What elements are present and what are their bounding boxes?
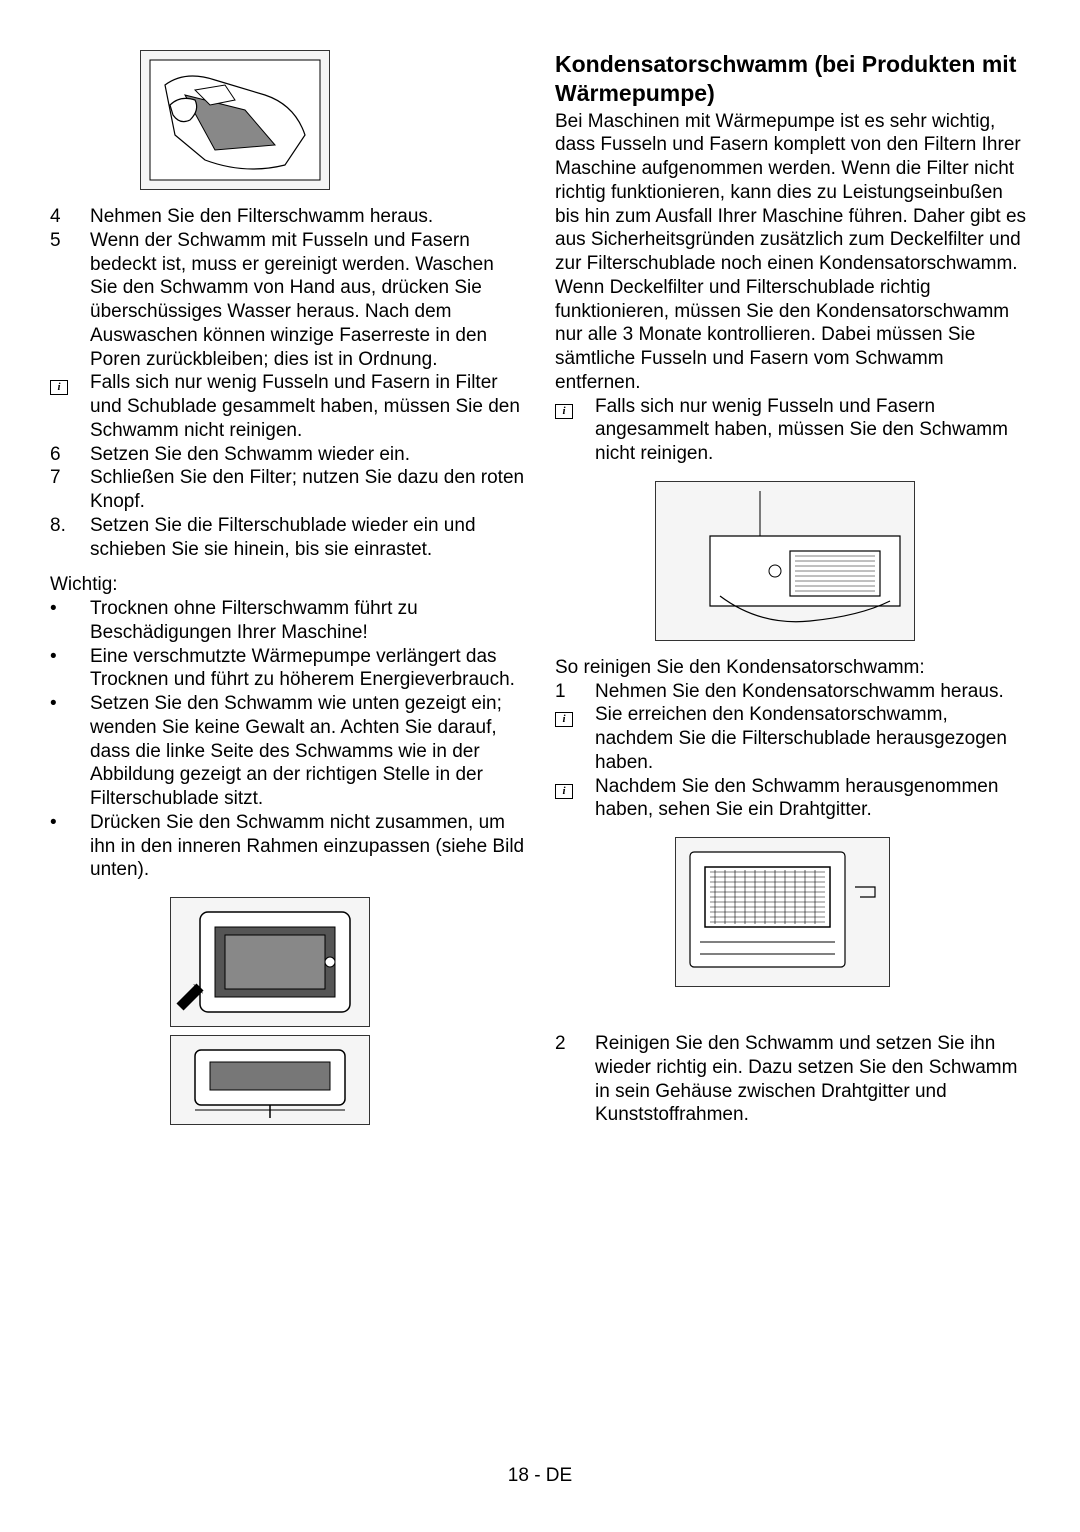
list-item-6: 6 Setzen Sie den Schwamm wieder ein.: [50, 443, 525, 467]
item-text: Schließen Sie den Filter; nutzen Sie daz…: [90, 466, 525, 514]
item-text: Nehmen Sie den Filterschwamm heraus.: [90, 205, 525, 229]
item-number: 5: [50, 229, 90, 372]
info-text: Nachdem Sie den Schwamm herausgenommen h…: [595, 775, 1030, 823]
bullet-item: • Eine verschmutzte Wärmepumpe verlänger…: [50, 645, 525, 693]
item-text: Reinigen Sie den Schwamm und setzen Sie …: [595, 1032, 1030, 1127]
item-number: 4: [50, 205, 90, 229]
item-text: Setzen Sie die Filterschublade wieder ei…: [90, 514, 525, 562]
list-item-1: 1 Nehmen Sie den Kondensatorschwamm hera…: [555, 680, 1030, 704]
bullet-marker: •: [50, 692, 90, 811]
info-note: i Nachdem Sie den Schwamm herausgenommen…: [555, 775, 1030, 823]
page-footer: 18 - DE: [0, 1465, 1080, 1487]
bullet-text: Eine verschmutzte Wärmepumpe verlängert …: [90, 645, 525, 693]
illustration-frame-insert: [170, 897, 370, 1027]
item-text: Nehmen Sie den Kondensatorschwamm heraus…: [595, 680, 1030, 704]
clean-heading: So reinigen Sie den Kondensatorschwamm:: [555, 656, 1030, 680]
list-item-2: 2 Reinigen Sie den Schwamm und setzen Si…: [555, 1032, 1030, 1127]
left-column: 4 Nehmen Sie den Filterschwamm heraus. 5…: [50, 50, 525, 1127]
bullet-item: • Setzen Sie den Schwamm wie unten gezei…: [50, 692, 525, 811]
info-note: i Falls sich nur wenig Fusseln und Faser…: [555, 395, 1030, 466]
bullet-marker: •: [50, 645, 90, 693]
list-item-8: 8. Setzen Sie die Filterschublade wieder…: [50, 514, 525, 562]
info-note: i Falls sich nur wenig Fusseln und Faser…: [50, 371, 525, 442]
info-text: Falls sich nur wenig Fusseln und Fasern …: [595, 395, 1030, 466]
item-number: 1: [555, 680, 595, 704]
frame-drawing-icon: [175, 902, 365, 1022]
list-item-7: 7 Schließen Sie den Filter; nutzen Sie d…: [50, 466, 525, 514]
info-icon: i: [50, 380, 68, 395]
illustration-wire-grid: [675, 837, 890, 987]
bullet-text: Drücken Sie den Schwamm nicht zusammen, …: [90, 811, 525, 882]
illustration-frame-side: [170, 1035, 370, 1125]
info-icon: i: [555, 784, 573, 799]
bullet-item: • Drücken Sie den Schwamm nicht zusammen…: [50, 811, 525, 882]
frame-side-drawing-icon: [175, 1040, 365, 1120]
item-number: 2: [555, 1032, 595, 1127]
info-icon: i: [555, 404, 573, 419]
bullet-marker: •: [50, 597, 90, 645]
item-number: 7: [50, 466, 90, 514]
list-item-4: 4 Nehmen Sie den Filterschwamm heraus.: [50, 205, 525, 229]
illustration-condenser-location: [655, 481, 915, 641]
info-icon: i: [555, 712, 573, 727]
item-number: 6: [50, 443, 90, 467]
bullet-item: • Trocknen ohne Filterschwamm führt zu B…: [50, 597, 525, 645]
section-heading: Kondensatorschwamm (bei Produkten mit Wä…: [555, 50, 1030, 108]
item-text: Wenn der Schwamm mit Fusseln und Fasern …: [90, 229, 525, 372]
list-item-5: 5 Wenn der Schwamm mit Fusseln und Faser…: [50, 229, 525, 372]
item-text: Setzen Sie den Schwamm wieder ein.: [90, 443, 525, 467]
info-text: Sie erreichen den Kondensatorschwamm, na…: [595, 703, 1030, 774]
illustration-filter-removal: [140, 50, 330, 190]
item-number: 8.: [50, 514, 90, 562]
intro-paragraph: Bei Maschinen mit Wärmepumpe ist es sehr…: [555, 110, 1030, 395]
bullet-marker: •: [50, 811, 90, 882]
bullet-text: Setzen Sie den Schwamm wie unten gezeigt…: [90, 692, 525, 811]
wichtig-label: Wichtig:: [50, 573, 525, 597]
grid-drawing-icon: [680, 842, 885, 982]
filter-drawing-icon: [145, 55, 325, 185]
info-note: i Sie erreichen den Kondensatorschwamm, …: [555, 703, 1030, 774]
right-column: Kondensatorschwamm (bei Produkten mit Wä…: [555, 50, 1030, 1127]
bullet-text: Trocknen ohne Filterschwamm führt zu Bes…: [90, 597, 525, 645]
info-text: Falls sich nur wenig Fusseln und Fasern …: [90, 371, 525, 442]
condenser-drawing-icon: [660, 486, 910, 636]
